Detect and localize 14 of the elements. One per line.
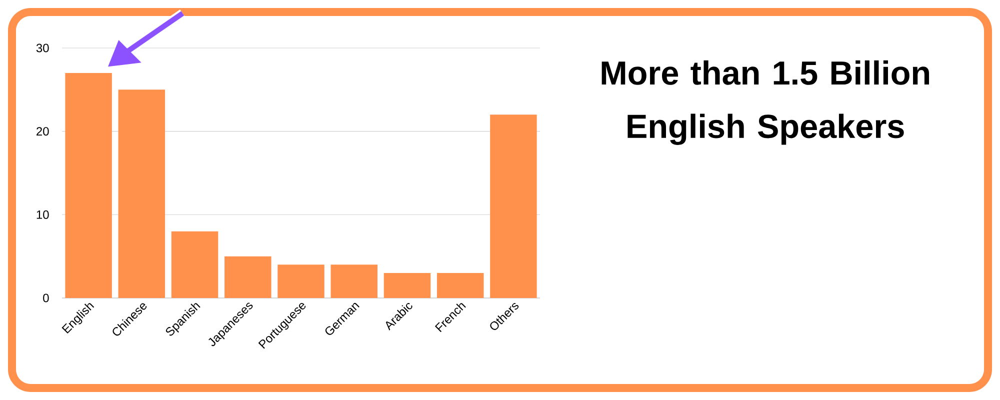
bar <box>118 90 166 298</box>
bar <box>384 273 431 298</box>
bar <box>330 264 378 298</box>
bar <box>436 273 484 298</box>
bar <box>65 72 112 298</box>
y-tick-label: 20 <box>36 127 49 136</box>
text: More than 1.5 Billion English Speakers <box>602 60 930 145</box>
bar <box>490 114 537 298</box>
y-tick-label: 0 <box>43 294 49 302</box>
bar <box>171 231 218 298</box>
y-tick-label: 10 <box>36 210 49 219</box>
y-tick-label: 30 <box>36 44 49 52</box>
bar <box>224 256 272 298</box>
bar <box>278 264 324 298</box>
